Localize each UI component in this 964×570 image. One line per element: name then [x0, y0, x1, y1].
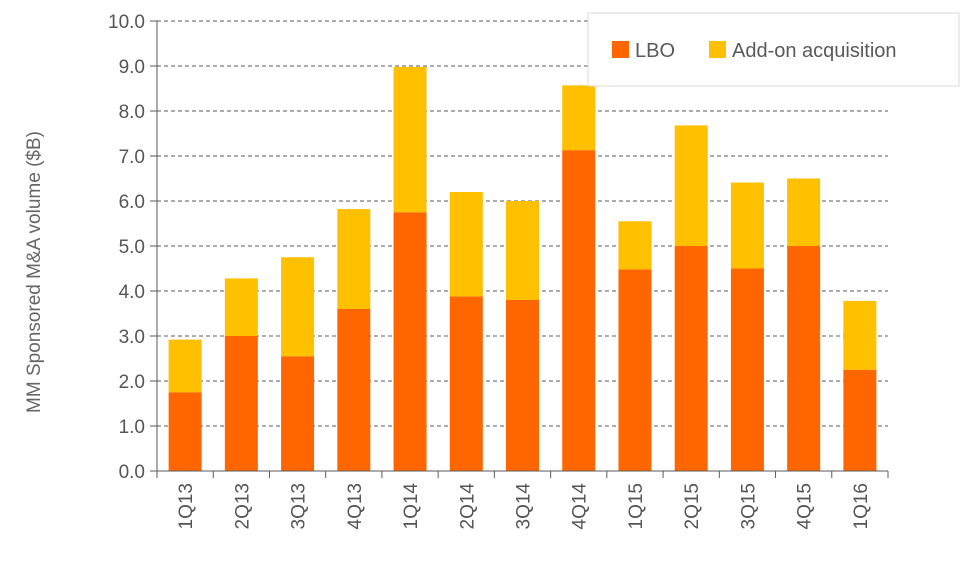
bar-add-on-2q14: [449, 192, 483, 297]
y-axis-ticks: 0.0 1.0 2.0 3.0 4.0 5.0 6.0 7.0 8.0 9.0 10.0: [108, 12, 157, 483]
y-tick-label: 6.0: [119, 192, 145, 213]
bar-lbo-1q14: [393, 212, 427, 471]
bar-lbo-2q15: [674, 246, 708, 471]
x-tick-label: 4Q13: [345, 483, 366, 529]
bar-lbo-4q15: [787, 246, 821, 471]
legend-label-lbo: LBO: [635, 40, 675, 62]
y-tick-label: 0.0: [119, 462, 145, 483]
bar-add-on-2q13: [224, 278, 258, 336]
bar-lbo-2q13: [224, 336, 258, 471]
bar-add-on-2q15: [674, 125, 708, 246]
bar-lbo-3q13: [281, 356, 315, 471]
legend-label-add-on: Add-on acquisition: [732, 40, 897, 62]
legend-swatch-lbo: [612, 41, 629, 58]
bars: [168, 66, 877, 471]
y-tick-label: 7.0: [119, 147, 145, 168]
x-tick-label: 4Q15: [795, 483, 816, 529]
y-tick-label: 2.0: [119, 372, 145, 393]
x-tick-label: 3Q13: [289, 483, 310, 529]
legend-box: [587, 12, 960, 87]
x-tick-label: 1Q13: [176, 483, 197, 529]
bar-lbo-1q15: [618, 269, 652, 471]
y-tick-label: 5.0: [119, 237, 145, 258]
bar-add-on-1q13: [168, 339, 202, 393]
bar-lbo-1q13: [168, 392, 202, 471]
y-tick-label: 1.0: [119, 417, 145, 438]
y-tick-label: 8.0: [119, 102, 145, 123]
bar-lbo-3q14: [506, 300, 539, 471]
x-tick-label: 3Q14: [514, 483, 535, 530]
legend: LBO Add-on acquisition: [587, 12, 960, 87]
bar-add-on-1q16: [843, 300, 877, 370]
x-tick-label: 3Q15: [738, 483, 759, 529]
bar-add-on-1q14: [393, 66, 427, 213]
x-tick-label: 2Q14: [457, 483, 478, 530]
bar-lbo-2q14: [449, 296, 483, 471]
x-tick-label: 2Q13: [232, 483, 253, 529]
bar-add-on-4q14: [562, 85, 596, 151]
bar-lbo-4q14: [562, 150, 596, 471]
legend-swatch-add-on: [709, 41, 726, 58]
bar-add-on-3q14: [506, 201, 539, 300]
x-axis-ticks: 1Q13 2Q13 3Q13 4Q13 1Q14 2Q14 3Q14 4Q14 1Q15 2Q15…: [156, 471, 889, 530]
x-tick-label: 1Q15: [626, 483, 647, 529]
bar-add-on-3q15: [730, 182, 764, 269]
bar-lbo-1q16: [843, 369, 877, 471]
y-tick-label: 9.0: [119, 57, 145, 78]
bar-add-on-4q15: [787, 178, 821, 246]
x-tick-label: 1Q14: [401, 483, 422, 530]
y-axis-title: MM Sponsored M&A volume ($B): [24, 131, 45, 413]
x-tick-label: 4Q14: [570, 483, 591, 530]
x-tick-label: 2Q15: [682, 483, 703, 529]
bar-lbo-3q15: [730, 268, 764, 471]
bar-add-on-1q15: [618, 221, 652, 270]
bar-lbo-4q13: [337, 309, 371, 471]
bar-add-on-4q13: [337, 209, 371, 309]
y-tick-label: 10.0: [108, 12, 145, 33]
y-tick-label: 4.0: [119, 282, 145, 303]
bar-add-on-3q13: [281, 257, 315, 357]
x-tick-label: 1Q16: [851, 483, 872, 529]
y-tick-label: 3.0: [119, 327, 145, 348]
